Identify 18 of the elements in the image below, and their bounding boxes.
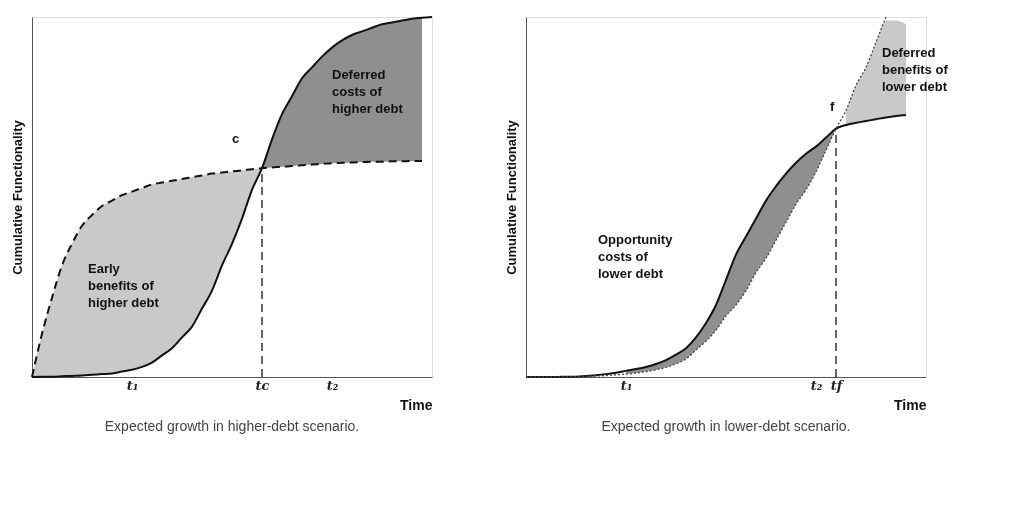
annotation: Opportunity costs of lower debt [598, 232, 674, 282]
x-axis-title: Time [894, 396, 927, 413]
x-tick-label: t₂ [810, 377, 823, 393]
annotation: Deferred benefits of lower debt [882, 45, 949, 94]
y-axis-title: Cumulative Functionality [9, 119, 25, 275]
y-axis-title: Cumulative Functionality [503, 119, 519, 275]
annotation: f [830, 99, 835, 114]
x-tick-label: t₂ [326, 377, 339, 393]
text: Expected growth in lower-debt scenario. [601, 418, 851, 434]
x-axis-title: Time [400, 396, 433, 413]
x-tick-label: tf [830, 377, 845, 393]
annotation: Deferred costs of higher debt [332, 66, 404, 116]
x-tick-label: t₁ [620, 377, 633, 393]
x-tick-label: t₁ [126, 377, 139, 393]
annotation: Early benefits of higher debt [88, 261, 160, 310]
text: Expected growth in higher-debt scenario. [104, 418, 360, 434]
annotation: c [232, 131, 240, 147]
x-tick-label: tc [255, 377, 270, 393]
